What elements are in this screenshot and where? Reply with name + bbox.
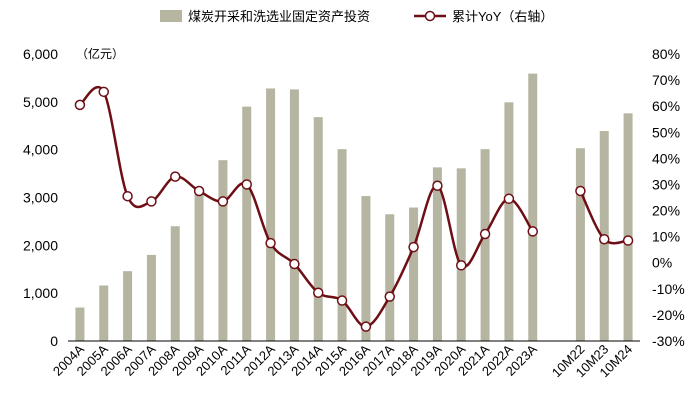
yoy-point [170, 171, 181, 182]
y-right-tick-label: 50% [652, 124, 680, 140]
yoy-point [527, 226, 538, 237]
yoy-point [408, 241, 419, 253]
bar [409, 207, 419, 341]
bar [146, 254, 156, 341]
y-right-tick-label: -20% [652, 307, 685, 323]
yoy-point [217, 196, 229, 207]
y-left-tick-label: 1,000 [23, 285, 58, 301]
y-right-tick-label: 60% [652, 98, 680, 114]
bar [480, 149, 490, 341]
yoy-point [575, 185, 586, 197]
y-left-tick-label: 4,000 [23, 142, 58, 158]
y-right-tick-label: 20% [652, 203, 680, 219]
yoy-point [432, 180, 443, 192]
yoy-point [193, 185, 205, 197]
yoy-point [622, 235, 634, 246]
legend-bar-label: 煤炭开采和洗选业固定资产投资 [188, 9, 370, 24]
bar [194, 193, 204, 341]
bar [361, 196, 371, 341]
bar [99, 285, 109, 341]
yoy-point [336, 295, 348, 306]
bar [218, 160, 228, 341]
y-left-tick-label: 0 [50, 333, 58, 349]
bar [456, 168, 466, 341]
y-left-tick-label: 2,000 [23, 237, 58, 253]
yoy-point [289, 258, 300, 270]
bar [623, 113, 633, 342]
bar [432, 167, 442, 341]
legend-line-marker [424, 10, 436, 22]
bar [266, 88, 276, 341]
bar [170, 226, 180, 341]
y-left-ticks: 0 1,000 2,000 3,000 4,000 5,000 6,000 [23, 46, 58, 349]
bar [337, 149, 347, 341]
yoy-point [146, 196, 157, 207]
bar [313, 117, 323, 341]
y-right-ticks: -30% -20% -10% 0% 10% 20% 30% 40% 50% 60% 70% 80% [652, 46, 685, 349]
x-ticks: 2004A2005A2006A2007A2008A2009A2010A2011A… [50, 341, 635, 380]
y-left-tick-label: 5,000 [23, 94, 58, 110]
legend-line-label: 累计YoY（右轴） [452, 9, 553, 24]
y-right-tick-label: 10% [652, 229, 680, 245]
bar [528, 73, 538, 341]
y-right-tick-label: 80% [652, 46, 680, 62]
yoy-point [384, 291, 395, 302]
y-right-tick-label: 0% [652, 255, 672, 271]
y-left-unit: （亿元） [76, 46, 124, 61]
bar [289, 89, 299, 341]
yoy-point [479, 228, 491, 240]
yoy-point [599, 233, 610, 245]
line-series [74, 85, 634, 332]
yoy-point [241, 179, 252, 190]
yoy-point [456, 260, 467, 271]
bar [504, 102, 514, 341]
yoy-point [265, 237, 276, 249]
bar [123, 271, 133, 341]
y-left-tick-label: 6,000 [23, 46, 58, 62]
bar [75, 307, 85, 341]
yoy-point [122, 190, 133, 202]
bars [75, 73, 633, 342]
yoy-point [74, 99, 86, 111]
yoy-point [360, 321, 372, 332]
bar [242, 106, 252, 341]
bar [385, 214, 395, 341]
y-left-tick-label: 3,000 [23, 190, 58, 206]
yoy-point [98, 86, 109, 98]
y-right-tick-label: 40% [652, 150, 680, 166]
y-right-tick-label: -30% [652, 333, 685, 349]
y-right-tick-label: 70% [652, 72, 680, 88]
yoy-point [503, 193, 515, 205]
legend: 煤炭开采和洗选业固定资产投资 累计YoY（右轴） [160, 9, 553, 24]
y-right-tick-label: 30% [652, 176, 680, 192]
y-right-tick-label: -10% [652, 281, 685, 297]
legend-bar-swatch [160, 10, 182, 22]
bar [575, 148, 585, 341]
yoy-point [313, 287, 324, 298]
